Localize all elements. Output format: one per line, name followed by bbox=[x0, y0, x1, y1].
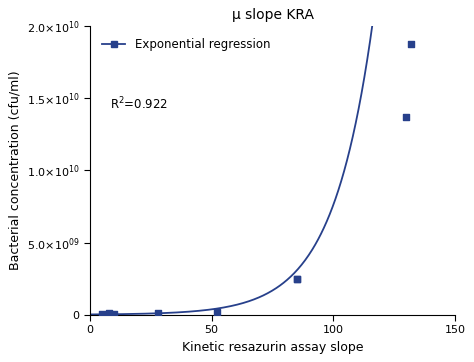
Point bbox=[403, 114, 410, 120]
Point bbox=[106, 310, 113, 316]
Point bbox=[293, 276, 301, 282]
Point bbox=[213, 309, 220, 315]
Point bbox=[110, 311, 118, 317]
Title: μ slope KRA: μ slope KRA bbox=[231, 8, 313, 22]
Y-axis label: Bacterial concentration (cfu/ml): Bacterial concentration (cfu/ml) bbox=[9, 71, 21, 270]
X-axis label: Kinetic resazurin assay slope: Kinetic resazurin assay slope bbox=[182, 341, 363, 354]
Point bbox=[408, 41, 415, 46]
Point bbox=[155, 310, 162, 316]
Point bbox=[293, 276, 301, 282]
Legend: Exponential regression: Exponential regression bbox=[96, 32, 276, 57]
Point bbox=[98, 311, 106, 317]
Text: R$^2$=0.922: R$^2$=0.922 bbox=[110, 96, 168, 112]
